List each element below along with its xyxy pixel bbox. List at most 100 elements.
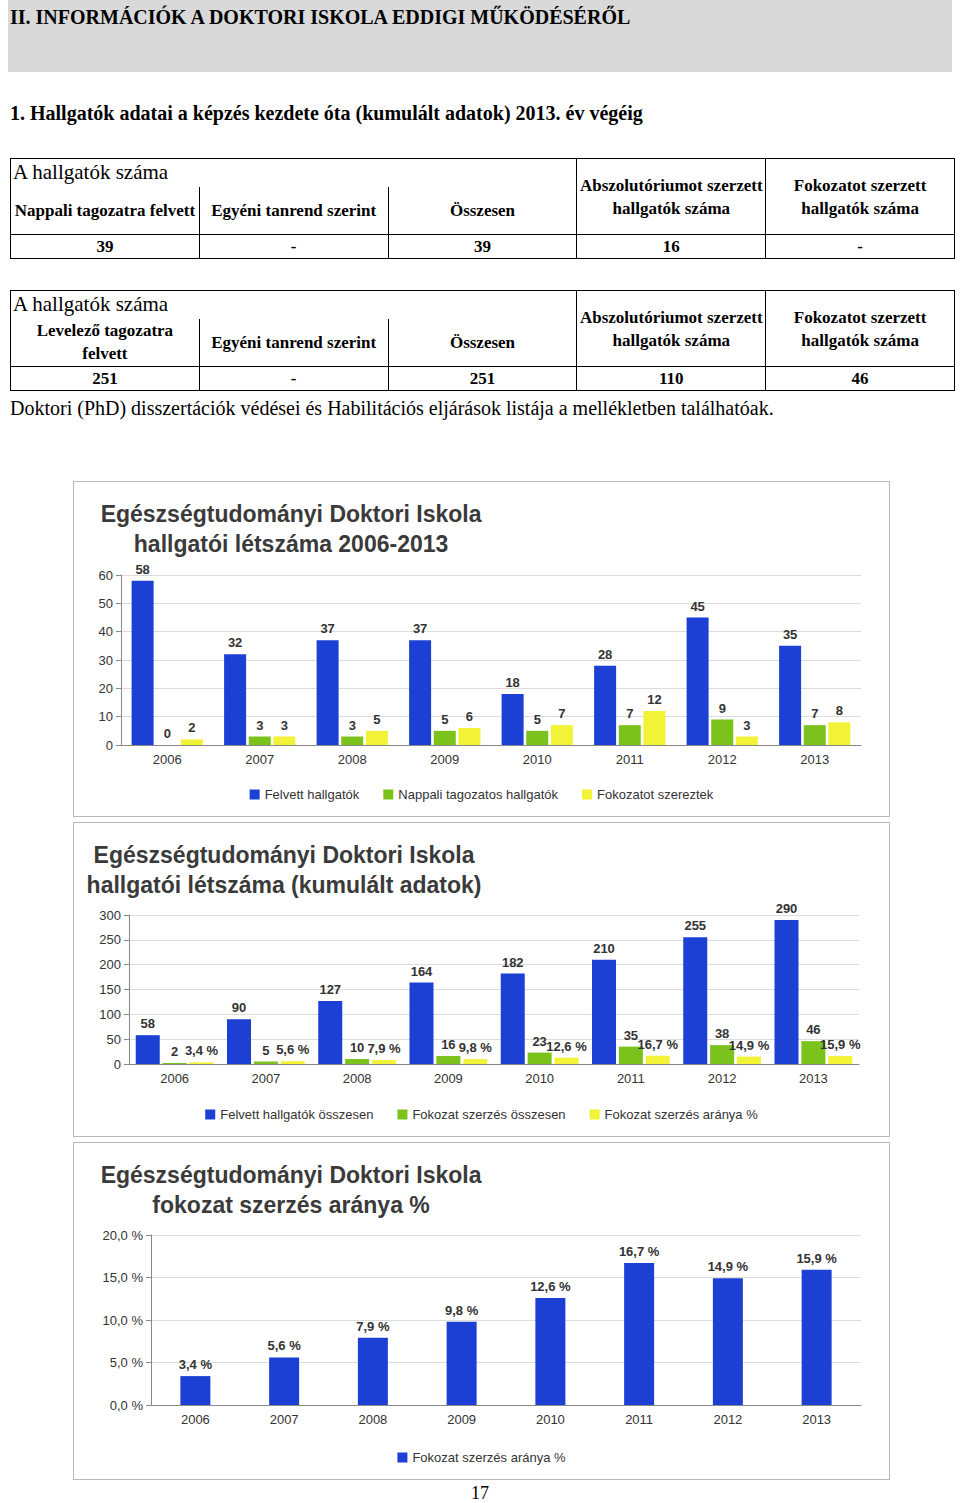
svg-text:5: 5 <box>534 712 541 727</box>
svg-text:200: 200 <box>99 957 121 972</box>
svg-text:2006: 2006 <box>153 752 182 767</box>
svg-text:Egészségtudományi Doktori Isko: Egészségtudományi Doktori Iskola <box>101 501 482 527</box>
svg-text:15,9 %: 15,9 % <box>796 1251 837 1266</box>
svg-text:5,6 %: 5,6 % <box>276 1042 310 1057</box>
svg-text:7: 7 <box>626 706 633 721</box>
svg-text:2006: 2006 <box>160 1071 189 1086</box>
svg-text:100: 100 <box>99 1007 121 1022</box>
svg-text:40: 40 <box>99 624 113 639</box>
svg-text:2007: 2007 <box>270 1412 299 1427</box>
svg-text:9,8 %: 9,8 % <box>445 1303 479 1318</box>
svg-text:Felvett hallgatók összesen: Felvett hallgatók összesen <box>220 1107 373 1122</box>
svg-text:7,9 %: 7,9 % <box>367 1041 401 1056</box>
svg-text:58: 58 <box>135 562 149 577</box>
svg-text:2006: 2006 <box>181 1412 210 1427</box>
svg-text:164: 164 <box>411 964 433 979</box>
svg-text:250: 250 <box>99 932 121 947</box>
svg-text:60: 60 <box>99 568 113 583</box>
svg-text:2012: 2012 <box>713 1412 742 1427</box>
svg-text:37: 37 <box>413 621 427 636</box>
svg-text:46: 46 <box>806 1022 820 1037</box>
svg-text:2012: 2012 <box>708 1071 737 1086</box>
svg-text:210: 210 <box>593 941 615 956</box>
svg-text:8: 8 <box>836 703 843 718</box>
svg-text:5,6 %: 5,6 % <box>268 1338 302 1353</box>
svg-text:2011: 2011 <box>617 1071 645 1086</box>
svg-text:2: 2 <box>171 1044 178 1059</box>
svg-text:290: 290 <box>776 901 798 916</box>
svg-text:90: 90 <box>232 1000 246 1015</box>
svg-text:5: 5 <box>373 712 380 727</box>
svg-text:2013: 2013 <box>799 1071 828 1086</box>
svg-text:0: 0 <box>114 1057 121 1072</box>
svg-text:12,6 %: 12,6 % <box>546 1039 587 1054</box>
svg-text:2010: 2010 <box>525 1071 554 1086</box>
svg-text:16,7 %: 16,7 % <box>619 1244 660 1259</box>
svg-text:3,4 %: 3,4 % <box>179 1357 213 1372</box>
svg-text:6: 6 <box>466 709 473 724</box>
svg-text:3,4 %: 3,4 % <box>185 1043 219 1058</box>
svg-text:hallgatói létszáma 2006-2013: hallgatói létszáma 2006-2013 <box>134 531 449 557</box>
svg-text:182: 182 <box>502 955 524 970</box>
svg-text:7: 7 <box>811 706 818 721</box>
svg-text:0: 0 <box>106 738 113 753</box>
svg-text:2012: 2012 <box>708 752 737 767</box>
svg-text:Fokozatot szereztek: Fokozatot szereztek <box>597 787 714 802</box>
svg-text:5: 5 <box>262 1043 269 1058</box>
svg-text:Felvett hallgatók: Felvett hallgatók <box>265 787 360 802</box>
svg-text:9: 9 <box>719 701 726 716</box>
svg-text:2008: 2008 <box>343 1071 372 1086</box>
svg-text:Fokozat szerzés aránya %: Fokozat szerzés aránya % <box>412 1450 566 1465</box>
svg-text:10: 10 <box>99 709 113 724</box>
svg-text:2010: 2010 <box>523 752 552 767</box>
svg-text:35: 35 <box>783 627 797 642</box>
svg-text:Egészségtudományi Doktori Isko: Egészségtudományi Doktori Iskola <box>94 842 475 868</box>
svg-text:Fokozat szerzés aránya %: Fokozat szerzés aránya % <box>605 1107 759 1122</box>
svg-text:20: 20 <box>99 681 113 696</box>
svg-text:10,0 %: 10,0 % <box>103 1313 144 1328</box>
svg-text:35: 35 <box>624 1028 638 1043</box>
svg-text:16,7 %: 16,7 % <box>638 1037 679 1052</box>
svg-text:18: 18 <box>505 675 519 690</box>
svg-text:45: 45 <box>690 599 704 614</box>
svg-text:50: 50 <box>99 596 113 611</box>
svg-text:14,9 %: 14,9 % <box>729 1038 770 1053</box>
svg-text:255: 255 <box>684 918 706 933</box>
svg-text:3: 3 <box>256 718 263 733</box>
svg-text:15,0 %: 15,0 % <box>103 1270 144 1285</box>
svg-text:2010: 2010 <box>536 1412 565 1427</box>
svg-text:12,6 %: 12,6 % <box>530 1279 571 1294</box>
svg-text:300: 300 <box>99 908 121 923</box>
svg-text:hallgatói létszáma (kumulált a: hallgatói létszáma (kumulált adatok) <box>87 872 482 898</box>
svg-text:2008: 2008 <box>338 752 367 767</box>
svg-text:10: 10 <box>350 1040 364 1055</box>
svg-text:2009: 2009 <box>447 1412 476 1427</box>
svg-text:2009: 2009 <box>434 1071 463 1086</box>
svg-text:2013: 2013 <box>800 752 829 767</box>
svg-text:16: 16 <box>441 1037 455 1052</box>
svg-text:3: 3 <box>349 718 356 733</box>
svg-text:2007: 2007 <box>251 1071 280 1086</box>
svg-text:5,0 %: 5,0 % <box>110 1355 144 1370</box>
svg-text:28: 28 <box>598 647 612 662</box>
svg-text:7: 7 <box>558 706 565 721</box>
svg-text:58: 58 <box>141 1016 155 1031</box>
svg-text:2011: 2011 <box>625 1412 653 1427</box>
svg-text:7,9 %: 7,9 % <box>356 1319 390 1334</box>
svg-text:150: 150 <box>99 982 121 997</box>
svg-text:2: 2 <box>188 720 195 735</box>
svg-text:Fokozat szerzés összesen: Fokozat szerzés összesen <box>412 1107 565 1122</box>
svg-text:2011: 2011 <box>616 752 644 767</box>
svg-text:20,0 %: 20,0 % <box>103 1228 144 1243</box>
svg-text:3: 3 <box>281 718 288 733</box>
svg-text:23: 23 <box>532 1034 546 1049</box>
svg-text:0,0 %: 0,0 % <box>110 1398 144 1413</box>
svg-text:30: 30 <box>99 653 113 668</box>
svg-text:fokozat szerzés aránya %: fokozat szerzés aránya % <box>152 1192 429 1218</box>
svg-text:5: 5 <box>441 712 448 727</box>
svg-text:50: 50 <box>107 1032 121 1047</box>
svg-text:0: 0 <box>164 726 171 741</box>
svg-text:127: 127 <box>319 982 341 997</box>
svg-text:Nappali tagozatos hallgatók: Nappali tagozatos hallgatók <box>398 787 558 802</box>
svg-text:Egészségtudományi Doktori Isko: Egészségtudományi Doktori Iskola <box>101 1162 482 1188</box>
